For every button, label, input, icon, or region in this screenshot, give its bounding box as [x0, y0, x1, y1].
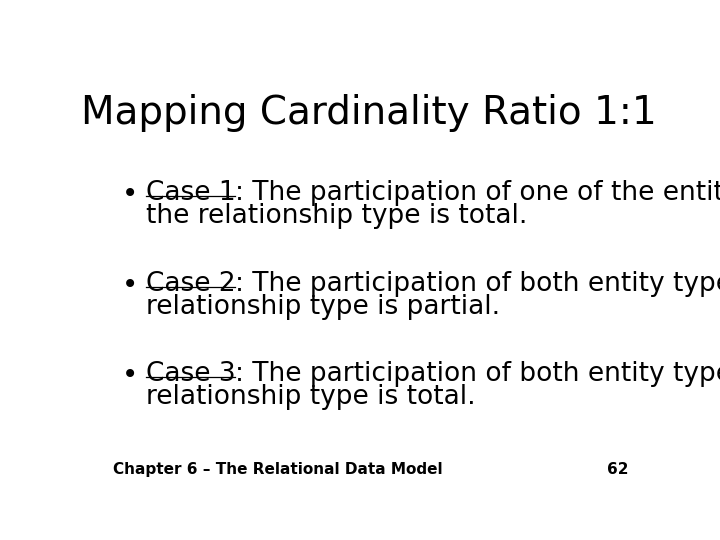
Text: •: • [122, 271, 138, 299]
Text: Case 1: Case 1 [145, 180, 235, 206]
Text: the relationship type is total.: the relationship type is total. [145, 203, 527, 229]
Text: Case 2: Case 2 [145, 271, 235, 297]
Text: : The participation of both entity types in the: : The participation of both entity types… [235, 361, 720, 387]
Text: •: • [122, 180, 138, 208]
Text: 62: 62 [607, 462, 629, 477]
Text: relationship type is total.: relationship type is total. [145, 384, 475, 410]
Text: Mapping Cardinality Ratio 1:1: Mapping Cardinality Ratio 1:1 [81, 93, 657, 132]
Text: •: • [122, 361, 138, 389]
Text: relationship type is partial.: relationship type is partial. [145, 294, 500, 320]
Text: Chapter 6 – The Relational Data Model: Chapter 6 – The Relational Data Model [113, 462, 443, 477]
Text: : The participation of both entity types in the: : The participation of both entity types… [235, 271, 720, 297]
Text: : The participation of one of the entity types in: : The participation of one of the entity… [235, 180, 720, 206]
Text: Case 3: Case 3 [145, 361, 235, 387]
